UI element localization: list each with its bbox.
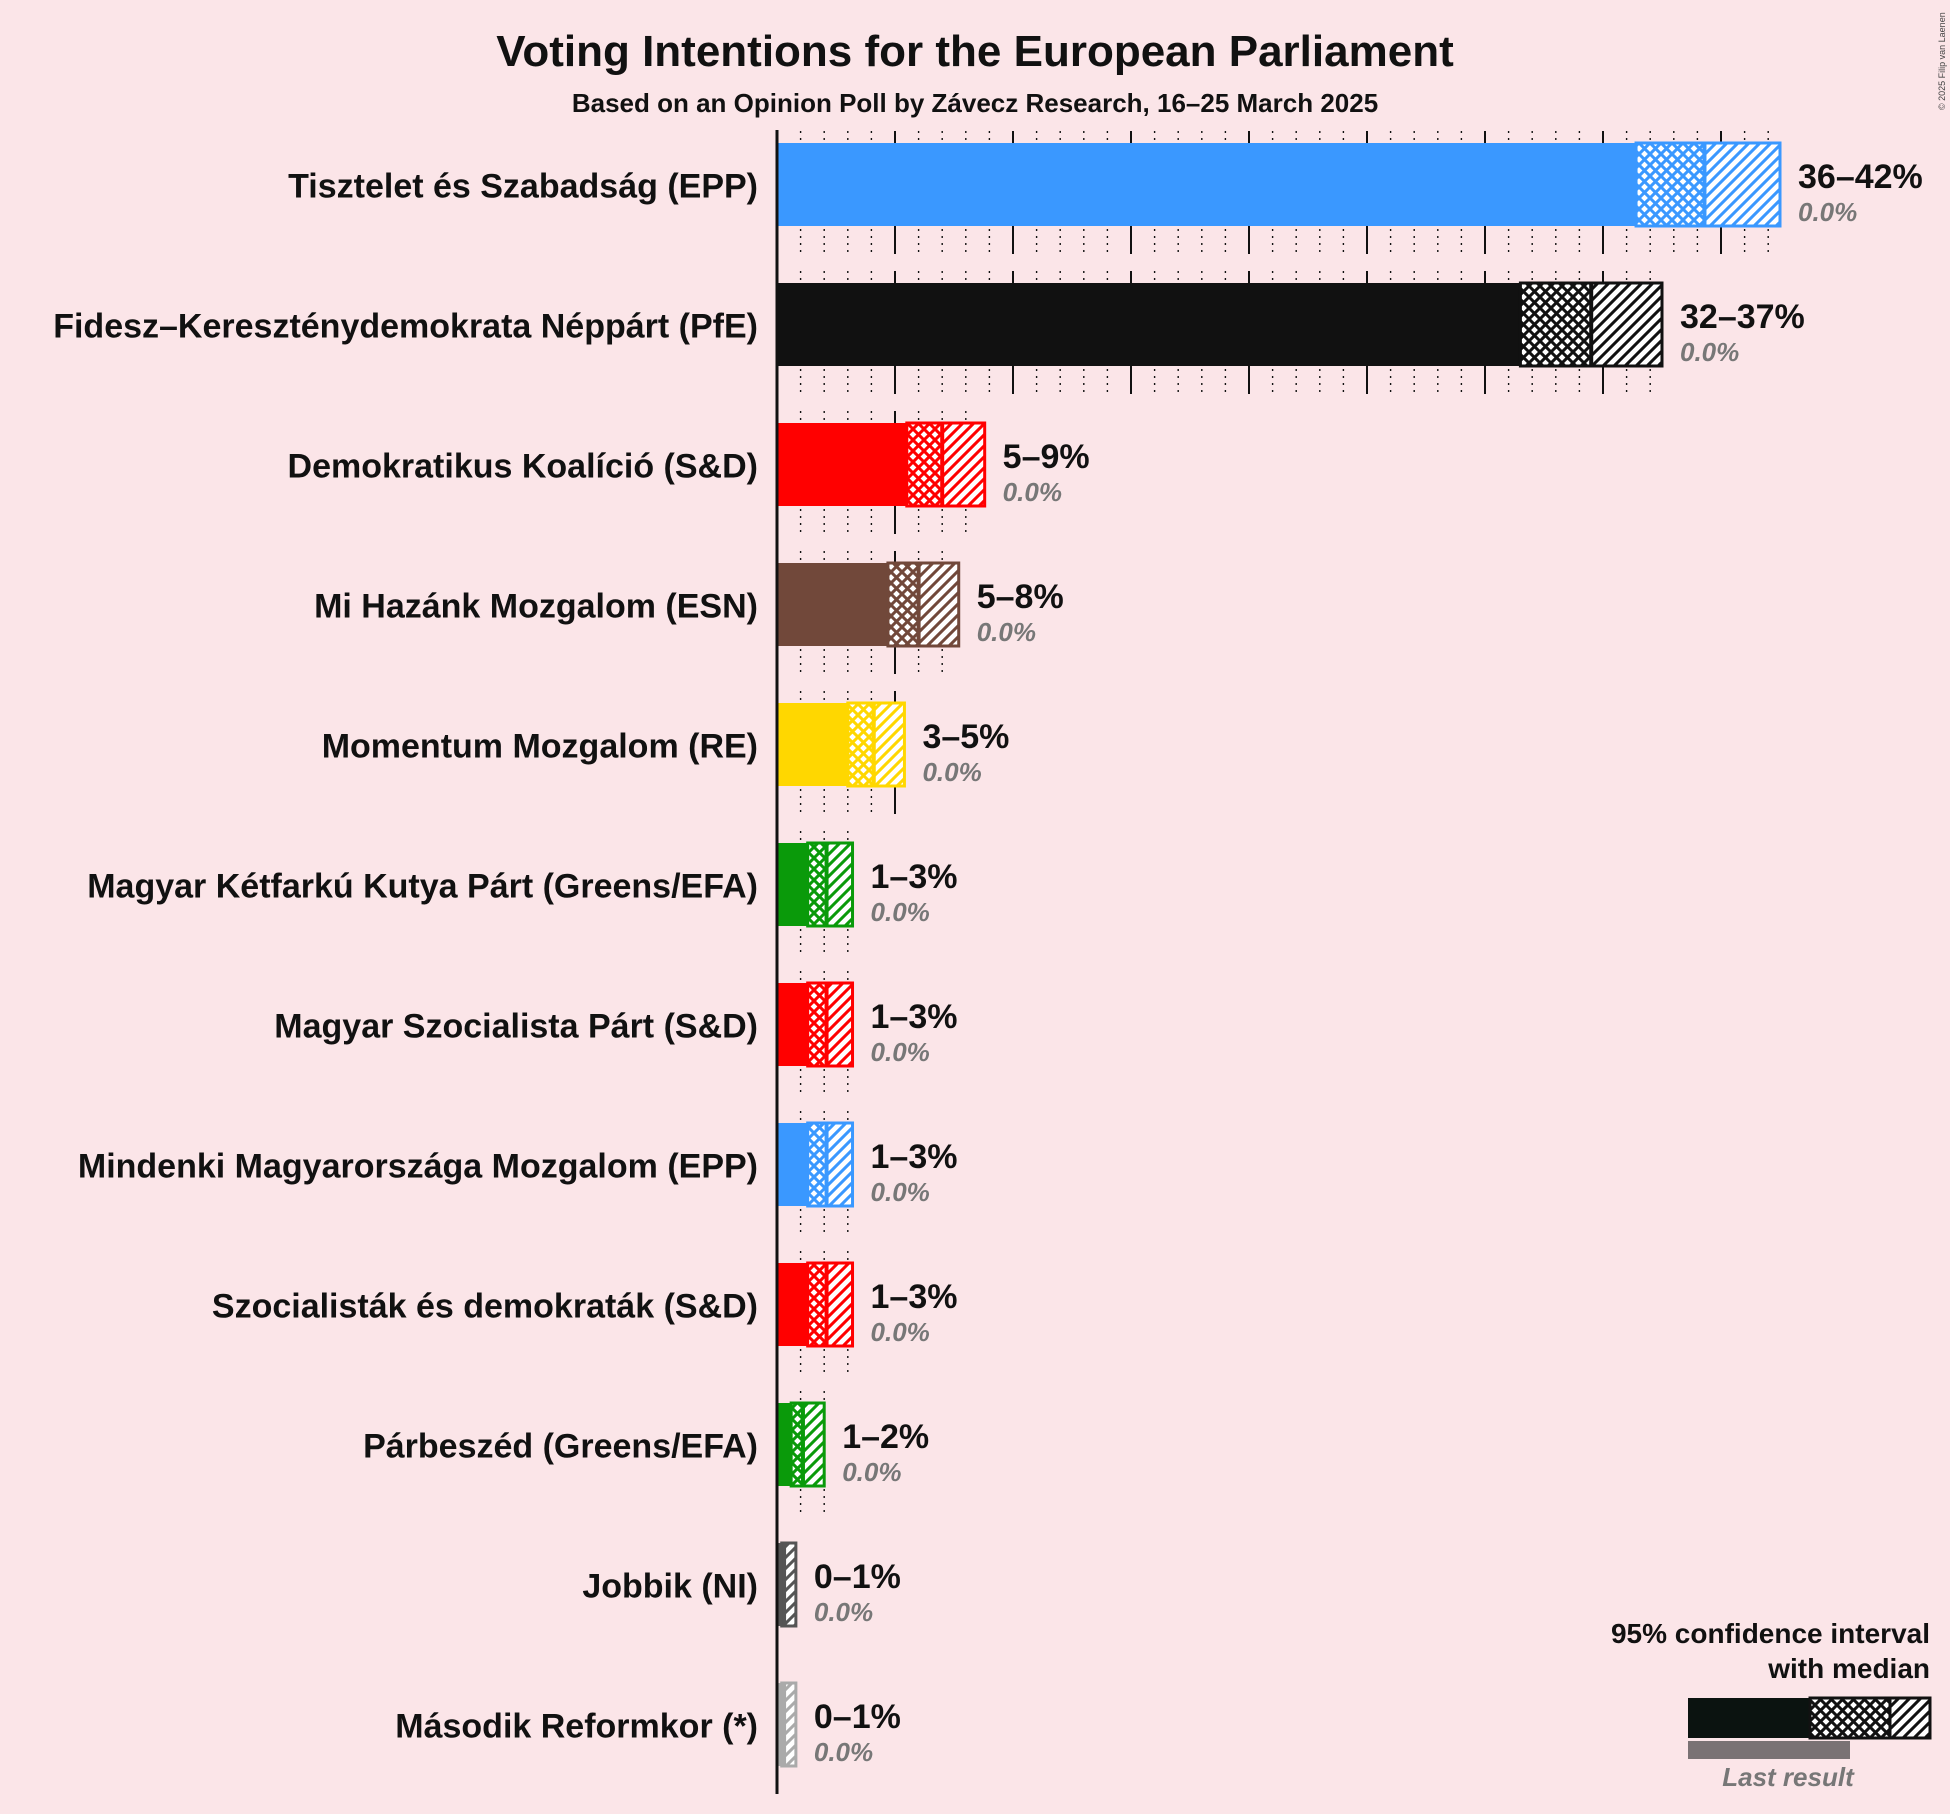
party-label: Demokratikus Koalíció (S&D) (288, 448, 758, 486)
party-row: Szocialisták és demokraták (S&D) 1–3%0.0% (212, 1261, 958, 1348)
last-result-label: 0.0% (842, 1457, 901, 1487)
legend-solid-swatch (1688, 1698, 1810, 1738)
party-label: Szocialisták és demokraták (S&D) (212, 1288, 758, 1326)
bar-solid (777, 1403, 792, 1486)
party-row: Párbeszéd (Greens/EFA) 1–2%0.0% (363, 1401, 929, 1488)
bar-ci-upper (825, 981, 855, 1068)
party-label: Párbeszéd (Greens/EFA) (363, 1428, 758, 1466)
range-label: 5–9% (1003, 438, 1090, 476)
party-row: Jobbik (NI) 0–1%0.0% (582, 1541, 901, 1628)
last-result-label: 0.0% (922, 757, 981, 787)
last-result-label: 0.0% (871, 1037, 930, 1067)
range-label: 0–1% (814, 1698, 901, 1736)
bar-solid (777, 1683, 782, 1766)
bar-solid (777, 843, 808, 926)
legend-median-swatch (1808, 1696, 1892, 1740)
bar-solid (777, 703, 848, 786)
party-label: Második Reformkor (*) (395, 1708, 758, 1746)
bar-ci-lower (1634, 141, 1706, 228)
bars: Tisztelet és Szabadság (EPP) 36–42%0.0%Fi… (53, 141, 1923, 1768)
party-row: Demokratikus Koalíció (S&D) 5–9%0.0% (288, 421, 1090, 508)
legend-last-result-swatch (1688, 1741, 1850, 1759)
bar-solid (777, 283, 1521, 366)
bar-solid (777, 983, 808, 1066)
bar-ci-lower (886, 561, 921, 648)
bar-ci-lower (806, 841, 829, 928)
party-label: Mindenki Magyarországa Mozgalom (EPP) (78, 1148, 758, 1186)
bar-ci-lower (905, 421, 944, 508)
bar-ci-upper (825, 1121, 855, 1208)
range-label: 0–1% (814, 1558, 901, 1596)
party-label: Magyar Szocialista Párt (S&D) (274, 1008, 758, 1046)
party-row: Magyar Kétfarkú Kutya Párt (Greens/EFA) 1… (87, 841, 958, 928)
bar-ci-upper (872, 701, 906, 788)
party-row: Tisztelet és Szabadság (EPP) 36–42%0.0% (288, 141, 1923, 228)
last-result-label: 0.0% (1680, 337, 1739, 367)
party-label: Tisztelet és Szabadság (EPP) (288, 168, 758, 206)
bar-ci-lower (806, 1261, 829, 1348)
bar-solid (777, 1543, 782, 1626)
bar-ci-upper (801, 1401, 826, 1488)
last-result-label: 0.0% (871, 1317, 930, 1347)
bar-ci-upper (940, 421, 987, 508)
bar-ci-upper (1589, 281, 1664, 368)
last-result-label: 0.0% (814, 1597, 873, 1627)
party-row: Momentum Mozgalom (RE) 3–5%0.0% (322, 701, 1009, 788)
party-label: Jobbik (NI) (582, 1568, 758, 1606)
bar-solid (777, 563, 888, 646)
last-result-label: 0.0% (871, 1177, 930, 1207)
party-row: Mi Hazánk Mozgalom (ESN) 5–8%0.0% (314, 561, 1064, 648)
range-label: 1–3% (871, 1138, 958, 1176)
range-label: 32–37% (1680, 298, 1805, 336)
bar-solid (777, 143, 1637, 226)
bar-ci-lower (806, 1121, 829, 1208)
bar-ci-lower (1518, 281, 1593, 368)
bar-solid (777, 1263, 808, 1346)
range-label: 1–2% (842, 1418, 929, 1456)
party-label: Momentum Mozgalom (RE) (322, 728, 758, 766)
chart-subtitle: Based on an Opinion Poll by Závecz Resea… (572, 88, 1378, 118)
last-result-label: 0.0% (871, 897, 930, 927)
legend-line-1: 95% confidence interval (1611, 1618, 1930, 1649)
range-label: 3–5% (922, 718, 1009, 756)
legend: 95% confidence interval with median Last… (1611, 1618, 1932, 1792)
range-label: 1–3% (871, 998, 958, 1036)
party-label: Fidesz–Kereszténydemokrata Néppárt (PfE) (53, 308, 758, 346)
legend-upper-swatch (1888, 1696, 1932, 1740)
party-row: Magyar Szocialista Párt (S&D) 1–3%0.0% (274, 981, 958, 1068)
party-row: Második Reformkor (*) 0–1%0.0% (395, 1681, 901, 1768)
party-row: Mindenki Magyarországa Mozgalom (EPP) 1–3… (78, 1121, 958, 1208)
party-label: Mi Hazánk Mozgalom (ESN) (314, 588, 758, 626)
bar-solid (777, 1123, 808, 1206)
legend-line-2: with median (1767, 1653, 1930, 1684)
last-result-label: 0.0% (1798, 197, 1857, 227)
bar-ci-lower (806, 981, 829, 1068)
copyright-note: © 2025 Filip van Laenen (1937, 12, 1947, 110)
bar-ci-upper (825, 841, 855, 928)
last-result-label: 0.0% (1003, 477, 1062, 507)
range-label: 5–8% (977, 578, 1064, 616)
range-label: 1–3% (871, 1278, 958, 1316)
bar-ci-upper (825, 1261, 855, 1348)
bar-ci-lower (846, 701, 876, 788)
party-row: Fidesz–Kereszténydemokrata Néppárt (PfE)… (53, 281, 1805, 368)
legend-last-result-label: Last result (1722, 1762, 1855, 1792)
bar-ci-upper (917, 561, 961, 648)
last-result-label: 0.0% (977, 617, 1036, 647)
range-label: 1–3% (871, 858, 958, 896)
range-label: 36–42% (1798, 158, 1923, 196)
party-label: Magyar Kétfarkú Kutya Párt (Greens/EFA) (87, 868, 758, 906)
bar-solid (777, 423, 907, 506)
chart-title: Voting Intentions for the European Parli… (496, 27, 1454, 76)
bar-ci-upper (1702, 141, 1782, 228)
last-result-label: 0.0% (814, 1737, 873, 1767)
